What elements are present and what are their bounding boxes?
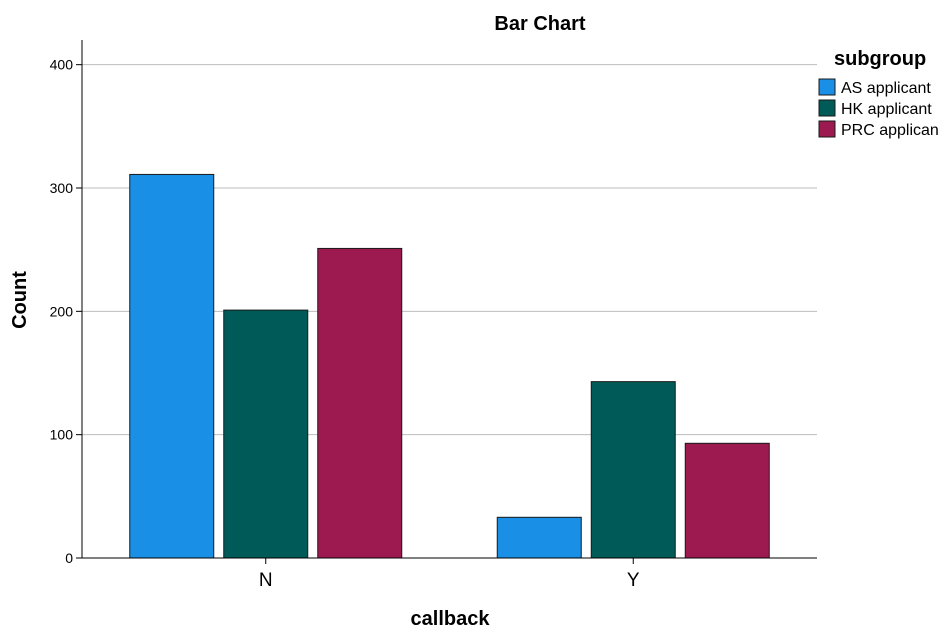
x-axis-label: callback — [411, 608, 491, 630]
legend-swatch — [818, 120, 836, 138]
x-tick-label: Y — [627, 570, 640, 591]
bars — [129, 173, 770, 559]
y-tick-label: 200 — [50, 303, 74, 319]
legend-item-label: AS applicant — [841, 80, 931, 97]
bar-n-hk-applicant — [223, 309, 309, 559]
legend: subgroup AS applicant HK applicant PRC app… — [818, 48, 939, 139]
y-tick-label: 400 — [50, 57, 74, 73]
legend-item-label: HK applicant — [841, 101, 932, 118]
bar-n-as-applicant — [129, 173, 215, 559]
axes — [81, 40, 817, 559]
bar-y-prc-applican — [684, 442, 770, 559]
legend-title: subgroup — [834, 48, 926, 70]
legend-item-label: PRC applican — [841, 122, 939, 139]
y-axis-label: Count — [9, 271, 31, 329]
legend-swatch — [818, 99, 836, 117]
y-tick-labels: 0 100 200 300 400 — [50, 57, 74, 566]
x-tick-label: N — [259, 570, 273, 591]
y-tick-label: 100 — [50, 427, 74, 443]
bar-y-as-applicant — [496, 516, 582, 559]
y-tick-label: 0 — [65, 550, 73, 566]
bar-y-hk-applicant — [590, 381, 676, 559]
legend-swatch — [818, 78, 836, 96]
chart-title: Bar Chart — [494, 13, 585, 35]
bar-n-prc-applican — [317, 247, 403, 559]
y-tick-label: 300 — [50, 180, 74, 196]
